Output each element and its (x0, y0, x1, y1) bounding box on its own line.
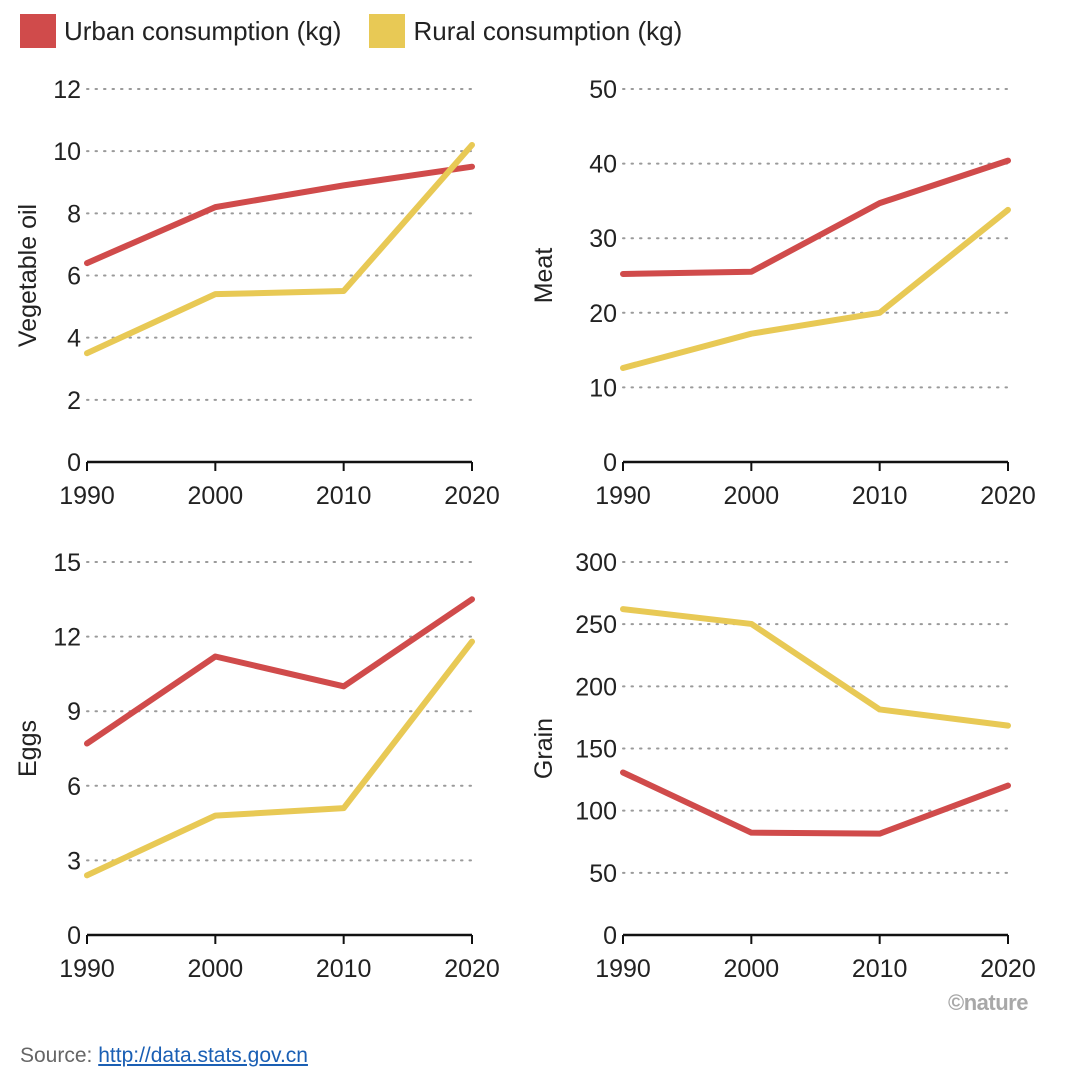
series-line-urban-1 (620, 157, 1011, 278)
y-tick-label-0-4: 8 (67, 200, 81, 228)
x-tick-label-1-1: 2000 (724, 482, 780, 510)
y-tick-label-2-4: 12 (53, 624, 81, 652)
y-tick-label-1-3: 30 (589, 225, 617, 253)
y-tick-label-3-4: 200 (575, 673, 617, 701)
legend-item-rural: Rural consumption (kg) (369, 14, 682, 48)
x-tick-label-1-3: 2020 (980, 482, 1036, 510)
legend-swatch-urban (20, 14, 56, 48)
chart-panel-3: 0 50 100 150 200 250 300 1990 2000 2010 2020 Grain (530, 549, 1036, 983)
source-prefix: Source: (20, 1044, 99, 1067)
x-tick-label-1-0: 1990 (595, 482, 651, 510)
x-tick-label-2-0: 1990 (59, 955, 115, 983)
x-tick-label-1-2: 2010 (852, 482, 908, 510)
y-axis-label-1: Meat (530, 248, 558, 304)
legend-label-urban: Urban consumption (kg) (64, 15, 342, 46)
y-tick-label-2-3: 9 (67, 698, 81, 726)
legend-item-urban: Urban consumption (kg) (20, 14, 341, 48)
legend-swatch-rural (369, 14, 406, 48)
y-tick-label-2-1: 3 (67, 847, 81, 875)
y-tick-label-2-5: 15 (53, 549, 81, 577)
y-axis-label-2: Eggs (14, 720, 42, 777)
series-line-urban-2 (84, 596, 475, 747)
x-tick-label-3-2: 2010 (852, 955, 908, 983)
legend-label-rural: Rural consumption (kg) (413, 15, 683, 46)
x-tick-label-0-2: 2010 (316, 482, 372, 510)
y-tick-label-0-0: 0 (67, 449, 81, 477)
y-tick-label-3-3: 150 (575, 736, 617, 764)
y-tick-label-0-1: 2 (67, 387, 81, 415)
y-tick-label-3-5: 250 (575, 611, 617, 639)
series-line-urban-0 (84, 163, 475, 267)
y-tick-label-3-6: 300 (575, 549, 617, 577)
series-line-rural-3 (620, 606, 1011, 729)
x-tick-label-3-3: 2020 (980, 955, 1036, 983)
x-tick-label-0-0: 1990 (59, 482, 115, 510)
y-tick-label-1-2: 20 (589, 300, 617, 328)
nature-credit: ©nature (948, 990, 1028, 1015)
y-tick-label-3-0: 0 (603, 922, 617, 950)
y-tick-label-3-2: 100 (575, 798, 617, 826)
y-tick-label-0-5: 10 (53, 138, 81, 166)
y-tick-label-2-0: 0 (67, 922, 81, 950)
legend: Urban consumption (kg) Rural consumption… (20, 14, 710, 48)
x-tick-label-3-1: 2000 (724, 955, 780, 983)
y-tick-label-1-5: 50 (589, 76, 617, 104)
chart-panel-2: 0 3 6 9 12 15 1990 2000 2010 2020 Eggs (14, 549, 500, 983)
x-tick-label-2-3: 2020 (444, 955, 500, 983)
y-axis-label-3: Grain (530, 718, 558, 779)
series-line-rural-1 (620, 206, 1011, 372)
chart-panel-0: 0 2 4 6 8 10 12 1990 2000 2010 2020 Vegetable oil (14, 76, 500, 510)
source-line: Source: http://data.stats.gov.cn (20, 1044, 308, 1068)
y-tick-label-1-0: 0 (603, 449, 617, 477)
y-axis-label-0: Vegetable oil (14, 204, 42, 347)
chart-panel-1: 0 10 20 30 40 50 1990 2000 2010 2020 Meat (530, 76, 1036, 510)
source-link[interactable]: http://data.stats.gov.cn (98, 1044, 308, 1067)
x-tick-label-0-3: 2020 (444, 482, 500, 510)
series-line-rural-0 (84, 141, 475, 357)
y-tick-label-1-1: 10 (589, 374, 617, 402)
x-tick-label-2-2: 2010 (316, 955, 372, 983)
y-tick-label-1-4: 40 (589, 151, 617, 179)
y-tick-label-0-6: 12 (53, 76, 81, 104)
x-tick-label-3-0: 1990 (595, 955, 651, 983)
x-tick-label-0-1: 2000 (188, 482, 244, 510)
y-tick-label-3-1: 50 (589, 860, 617, 888)
x-tick-label-2-1: 2000 (188, 955, 244, 983)
y-tick-label-0-2: 4 (67, 325, 81, 353)
series-line-urban-3 (620, 769, 1011, 837)
series-line-rural-2 (84, 638, 475, 879)
y-tick-label-2-2: 6 (67, 773, 81, 801)
y-tick-label-0-3: 6 (67, 263, 81, 291)
